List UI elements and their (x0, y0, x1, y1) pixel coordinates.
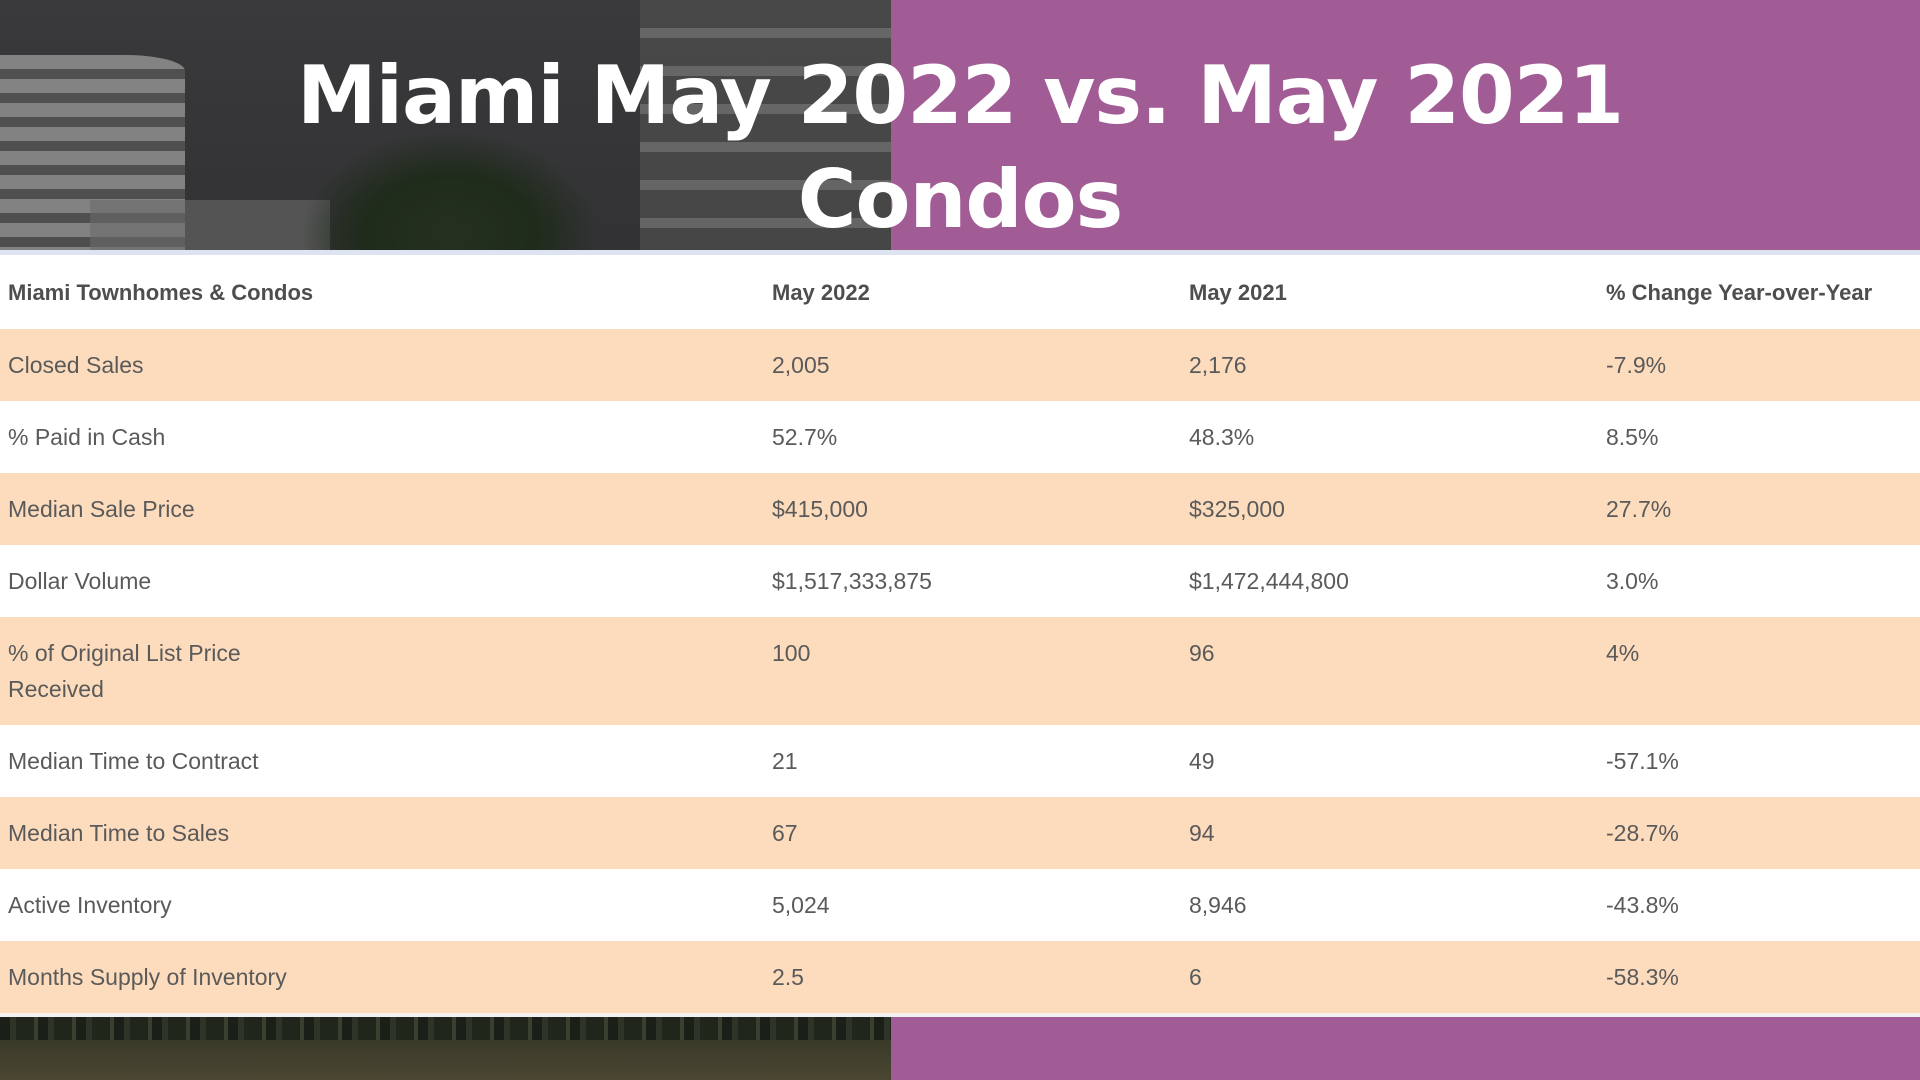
cell-percent-change: 27.7% (1598, 473, 1920, 545)
table-row: Months Supply of Inventory 2.5 6 -58.3% (0, 941, 1920, 1013)
cell-may-2022: $415,000 (764, 473, 1181, 545)
table-row: Closed Sales 2,005 2,176 -7.9% (0, 329, 1920, 401)
background-building-low (90, 200, 330, 250)
cell-percent-change: -7.9% (1598, 329, 1920, 401)
row-label: Dollar Volume (0, 545, 764, 617)
header-metric: Miami Townhomes & Condos (8, 280, 314, 305)
cell-may-2022: 2,005 (764, 329, 1181, 401)
cell-may-2021: $1,472,444,800 (1181, 545, 1598, 617)
cell-percent-change: 3.0% (1598, 545, 1920, 617)
cell-percent-change: -28.7% (1598, 797, 1920, 869)
background-grass (0, 1040, 891, 1080)
cell-may-2022: 67 (764, 797, 1181, 869)
row-label: Months Supply of Inventory (0, 941, 764, 1013)
header-percent-change: % Change Year-over-Year (1606, 280, 1873, 305)
cell-percent-change: 4% (1598, 617, 1920, 725)
row-label: % Paid in Cash (0, 401, 764, 473)
cell-may-2021: 49 (1181, 725, 1598, 797)
table-header-row: Miami Townhomes & Condos May 2022 May 20… (0, 255, 1920, 329)
header-may-2022: May 2022 (772, 280, 870, 305)
row-label: % of Original List Price Received (0, 617, 764, 725)
cell-may-2021: 2,176 (1181, 329, 1598, 401)
cell-may-2022: 5,024 (764, 869, 1181, 941)
page-title: Miami May 2022 vs. May 2021 Condos (0, 44, 1920, 252)
table-row: % of Original List Price Received 100 96… (0, 617, 1920, 725)
row-label: Median Time to Sales (0, 797, 764, 869)
cell-percent-change: -57.1% (1598, 725, 1920, 797)
table-row: Median Time to Sales 67 94 -28.7% (0, 797, 1920, 869)
cell-may-2022: $1,517,333,875 (764, 545, 1181, 617)
cell-may-2021: 6 (1181, 941, 1598, 1013)
background-palm (300, 130, 600, 260)
row-label: Active Inventory (0, 869, 764, 941)
table-row: Active Inventory 5,024 8,946 -43.8% (0, 869, 1920, 941)
cell-may-2022: 2.5 (764, 941, 1181, 1013)
cell-may-2021: 96 (1181, 617, 1598, 725)
cell-may-2022: 21 (764, 725, 1181, 797)
stats-table: Miami Townhomes & Condos May 2022 May 20… (0, 255, 1920, 1013)
cell-may-2022: 52.7% (764, 401, 1181, 473)
cell-may-2022: 100 (764, 617, 1181, 725)
page-title-line-2: Condos (797, 153, 1123, 246)
table-row: Dollar Volume $1,517,333,875 $1,472,444,… (0, 545, 1920, 617)
cell-percent-change: -58.3% (1598, 941, 1920, 1013)
cell-percent-change: -43.8% (1598, 869, 1920, 941)
table-row: Median Time to Contract 21 49 -57.1% (0, 725, 1920, 797)
row-label: Median Time to Contract (0, 725, 764, 797)
row-label-text: % of Original List Price Received (8, 640, 241, 702)
cell-may-2021: 8,946 (1181, 869, 1598, 941)
table-row: % Paid in Cash 52.7% 48.3% 8.5% (0, 401, 1920, 473)
page-title-line-1: Miami May 2022 vs. May 2021 (296, 49, 1624, 142)
background-building-right (640, 0, 891, 250)
row-label: Closed Sales (0, 329, 764, 401)
cell-may-2021: 48.3% (1181, 401, 1598, 473)
cell-may-2021: 94 (1181, 797, 1598, 869)
cell-may-2021: $325,000 (1181, 473, 1598, 545)
table-row: Median Sale Price $415,000 $325,000 27.7… (0, 473, 1920, 545)
stats-table-panel: Miami Townhomes & Condos May 2022 May 20… (0, 250, 1920, 1017)
row-label: Median Sale Price (0, 473, 764, 545)
header-may-2021: May 2021 (1189, 280, 1287, 305)
cell-percent-change: 8.5% (1598, 401, 1920, 473)
